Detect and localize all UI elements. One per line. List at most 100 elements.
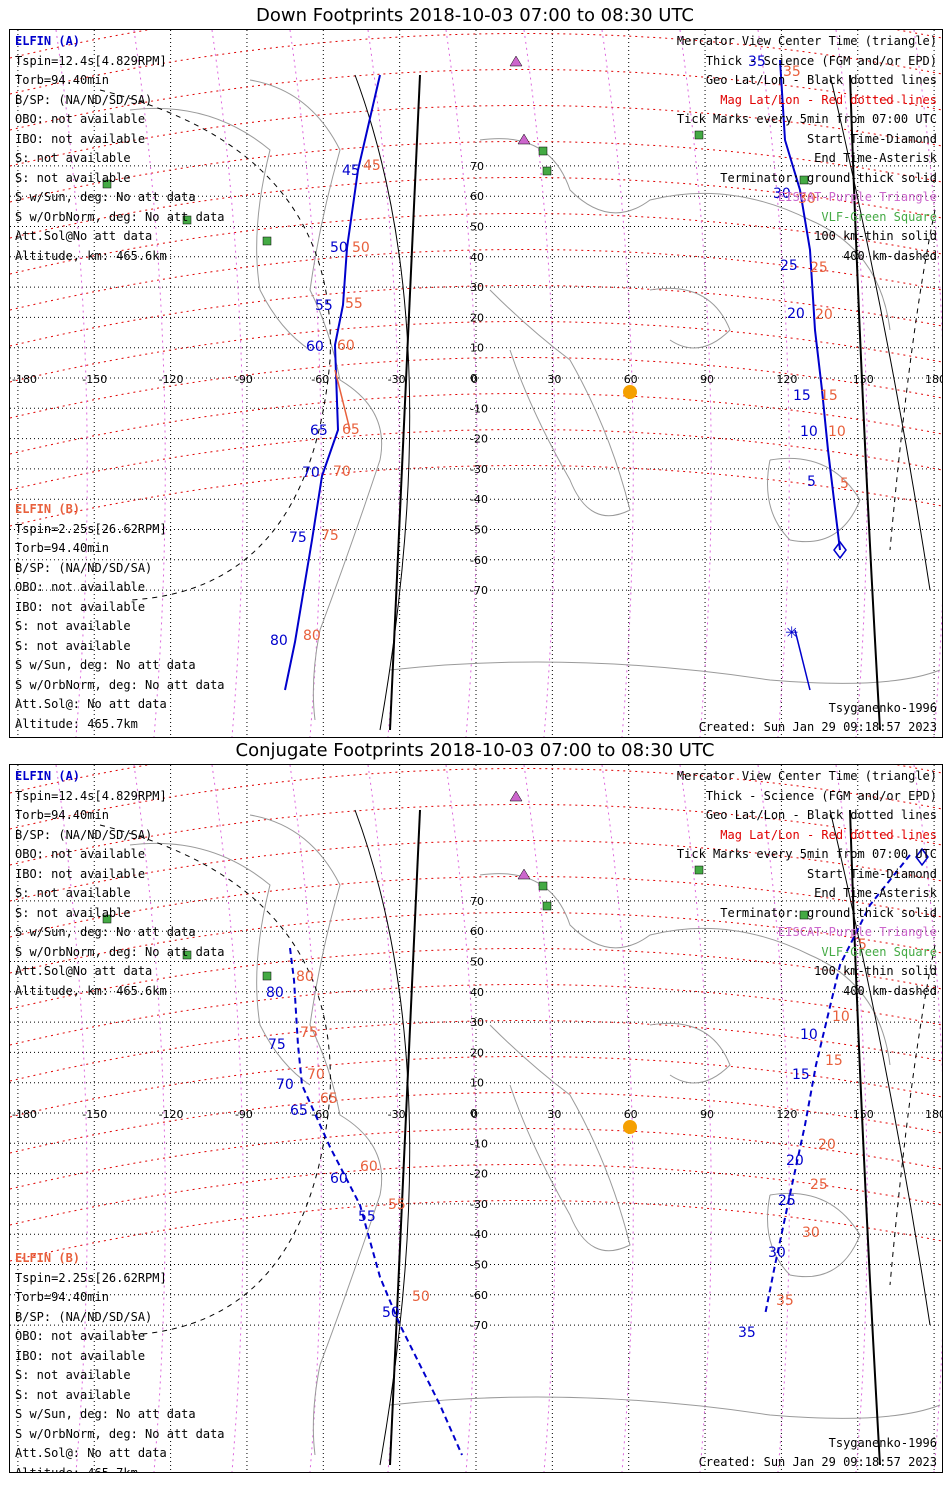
sat-a-line: Tspin=12.4s[4.829RPM] [15, 53, 167, 68]
sat-a-tick-label: 65 [290, 1103, 308, 1119]
map-legend: Mercator View Center Time (triangle) Thi… [677, 767, 937, 1001]
lon-label: -120 [159, 373, 184, 386]
legend-item: 100 km-thin solid [814, 964, 937, 978]
lat-label: 70 [470, 160, 484, 173]
legend-item: Terminator: ground-thick solid [720, 170, 937, 185]
sat-a-name: ELFIN (A) [15, 34, 81, 48]
sat-a-tick-label: 75 [289, 530, 307, 546]
sat-b-tick-label: 65 [320, 1091, 338, 1107]
sat-a-tick-label: 15 [793, 388, 811, 404]
sat-a-line: OBO: not available [15, 112, 146, 126]
lat-label: -10 [470, 1137, 488, 1150]
sat-b-line: IBO: not available [15, 1348, 146, 1363]
sat-b-tick-label: 60 [337, 338, 355, 354]
mag-parallel [10, 69, 942, 131]
mag-meridian [55, 765, 88, 1472]
sat-a-track [284, 74, 381, 691]
lat-label: 20 [470, 1046, 484, 1059]
mag-parallel [10, 948, 942, 1010]
eiscat-triangle-icon [517, 868, 531, 880]
sat-a-line: Att.Sol@No att data [15, 964, 153, 978]
sat-b-tick-label: 15 [825, 1053, 843, 1069]
mag-parallel [10, 141, 942, 203]
lat-label: 70 [470, 895, 484, 908]
sat-b-line: Altitude: 465.7km [15, 1465, 138, 1473]
lon-label: -90 [235, 1108, 253, 1121]
sat-a-line: Att.Sol@No att data [15, 229, 153, 243]
mag-parallel [10, 1164, 942, 1226]
terminator-line [849, 74, 881, 731]
legend-item: Thick - Science (FGM and/or EPD) [705, 788, 937, 803]
sat-b-tick-label: 35 [783, 64, 801, 80]
map-canvas: -180 -150 -120 -90 -60 -30 0 30 60 90 120 150 180 70 6… [10, 30, 942, 737]
terminator-line [389, 809, 421, 1466]
lat-label: 50 [470, 221, 484, 234]
mag-meridian [523, 765, 556, 1472]
map-canvas: -180 -150 -120 -90 -60 -30 0 30 60 90 120 150 180 70 6… [10, 765, 942, 1472]
lat-label: 0 [470, 372, 477, 385]
sat-b-tick-label: 70 [307, 1067, 325, 1083]
lon-label: -30 [388, 373, 406, 386]
mag-meridian [835, 30, 868, 737]
sat-b-tick-label: 50 [412, 1289, 430, 1305]
lat-label: 60 [470, 925, 484, 938]
coastline [389, 1396, 941, 1419]
sat-a-tick-label: 20 [787, 306, 805, 322]
coastline [249, 79, 383, 721]
sat-a-tick-label: 75 [268, 1037, 286, 1053]
vlf-square-icon [542, 166, 552, 176]
legend-item: 400 km-dashed [843, 248, 937, 263]
sat-b-tick-label: 10 [832, 1009, 850, 1025]
sat-a-tick-label: 80 [266, 985, 284, 1001]
altitude-100km-line [354, 74, 411, 731]
sat-b-tick-label: 80 [303, 628, 321, 644]
sat-a-line: OBO: not available [15, 847, 146, 861]
vlf-square-icon [102, 179, 112, 189]
sat-a-tick-label: 50 [330, 240, 348, 256]
coastline [389, 661, 941, 684]
lat-label: -60 [470, 554, 488, 567]
sat-b-line: Tspin=2.25s[26.62RPM] [15, 521, 167, 536]
sat-a-tick-label: 50 [382, 1305, 400, 1321]
lat-label: 0 [470, 1107, 477, 1120]
lon-label: 0 [471, 373, 478, 386]
lat-label: -40 [470, 493, 488, 506]
lon-label: 150 [853, 1108, 874, 1121]
coastline [129, 107, 311, 351]
sat-b-line: S w/OrbNorm, deg: No att data [15, 1426, 225, 1441]
lat-label: 40 [470, 251, 484, 264]
lat-label: -20 [470, 433, 488, 446]
sat-b-tick-label: 55 [388, 1197, 406, 1213]
mag-meridian [445, 765, 478, 1472]
sat-b-tick-label: 75 [300, 1025, 318, 1041]
created-timestamp: Created: Sun Jan 29 09:18:57 2023 [698, 720, 937, 734]
mag-parallel [10, 465, 942, 527]
sat-b-tick-label: 5 [840, 476, 849, 492]
mag-parallel [10, 984, 942, 1046]
sat-b-tick-label: 5 [858, 937, 867, 953]
coastline [249, 814, 383, 1456]
lat-label: 10 [470, 342, 484, 355]
map-legend: Mercator View Center Time (triangle) Thi… [677, 32, 937, 266]
legend-item: Start Time-Diamond [806, 866, 937, 881]
lon-label: -60 [311, 373, 329, 386]
sun-icon [623, 1120, 637, 1134]
sat-a-line: B/SP: (NA/ND/SD/SA) [15, 827, 153, 842]
sat-b-tick-label: 70 [333, 464, 351, 480]
mag-parallel [10, 876, 942, 938]
sat-b-name: ELFIN (B) [15, 502, 81, 516]
mag-meridian [445, 30, 478, 737]
legend-item: Geo Lat/Lon - Black dotted lines [705, 808, 937, 822]
lon-label: 30 [547, 373, 561, 386]
sat-a-line: Altitude, km: 465.6km [15, 983, 167, 998]
mag-parallel [10, 357, 942, 419]
mag-parallel [10, 177, 942, 239]
vlf-square-icon [799, 175, 809, 185]
footprint-map-down: -180 -150 -120 -90 -60 -30 0 30 60 90 120 150 180 70 6… [9, 29, 943, 738]
lon-label: 150 [853, 373, 874, 386]
sat-b-line: S w/Sun, deg: No att data [15, 1407, 196, 1421]
coastline [649, 1022, 731, 1084]
lat-label: 10 [470, 1077, 484, 1090]
altitude-100km-line [354, 809, 411, 1466]
lat-label: 40 [470, 986, 484, 999]
